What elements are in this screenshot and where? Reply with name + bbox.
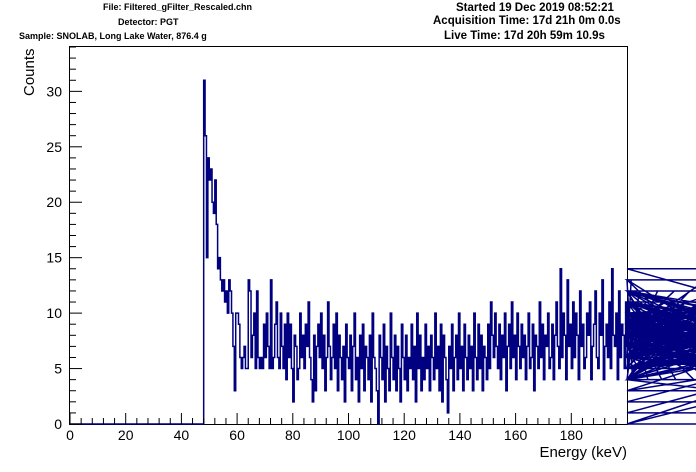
y-tick-label: 30 [46, 83, 62, 99]
started-label: Started 19 Dec 2019 08:52:21 [456, 2, 614, 14]
x-axis-title: Energy (keV) [539, 444, 627, 461]
x-tick-label: 40 [174, 427, 190, 443]
y-tick-label: 0 [54, 416, 62, 432]
x-tick-label: 160 [504, 427, 528, 443]
histogram-line [70, 79, 696, 425]
y-tick-label: 5 [54, 361, 62, 377]
x-tick-label: 180 [560, 427, 584, 443]
y-axis-title: Counts [21, 48, 38, 96]
y-axis-ticks: 0 5 10 15 20 25 30 [46, 46, 82, 432]
live-time-label: Live Time: 17d 20h 59m 10.9s [444, 30, 605, 42]
x-tick-label: 140 [448, 427, 472, 443]
y-tick-label: 10 [46, 305, 62, 321]
x-tick-label: 20 [118, 427, 134, 443]
y-tick-label: 15 [46, 250, 62, 266]
sample-label: Sample: SNOLAB, Long Lake Water, 876.4 g [19, 31, 207, 41]
x-tick-label: 100 [337, 427, 361, 443]
y-tick-label: 20 [46, 194, 62, 210]
y-tick-label: 25 [46, 139, 62, 155]
x-axis-ticks: 0 20 40 60 80 100 120 140 160 180 [66, 413, 617, 443]
x-tick-label: 120 [393, 427, 417, 443]
plot-frame [69, 46, 628, 425]
acquisition-time-label: Acquisition Time: 17d 21h 0m 0.0s [433, 15, 621, 27]
detector-label: Detector: PGT [118, 17, 179, 27]
file-label: File: Filtered_gFilter_Rescaled.chn [103, 2, 253, 12]
x-tick-label: 60 [229, 427, 245, 443]
x-tick-label: 80 [285, 427, 301, 443]
x-tick-label: 0 [66, 427, 74, 443]
